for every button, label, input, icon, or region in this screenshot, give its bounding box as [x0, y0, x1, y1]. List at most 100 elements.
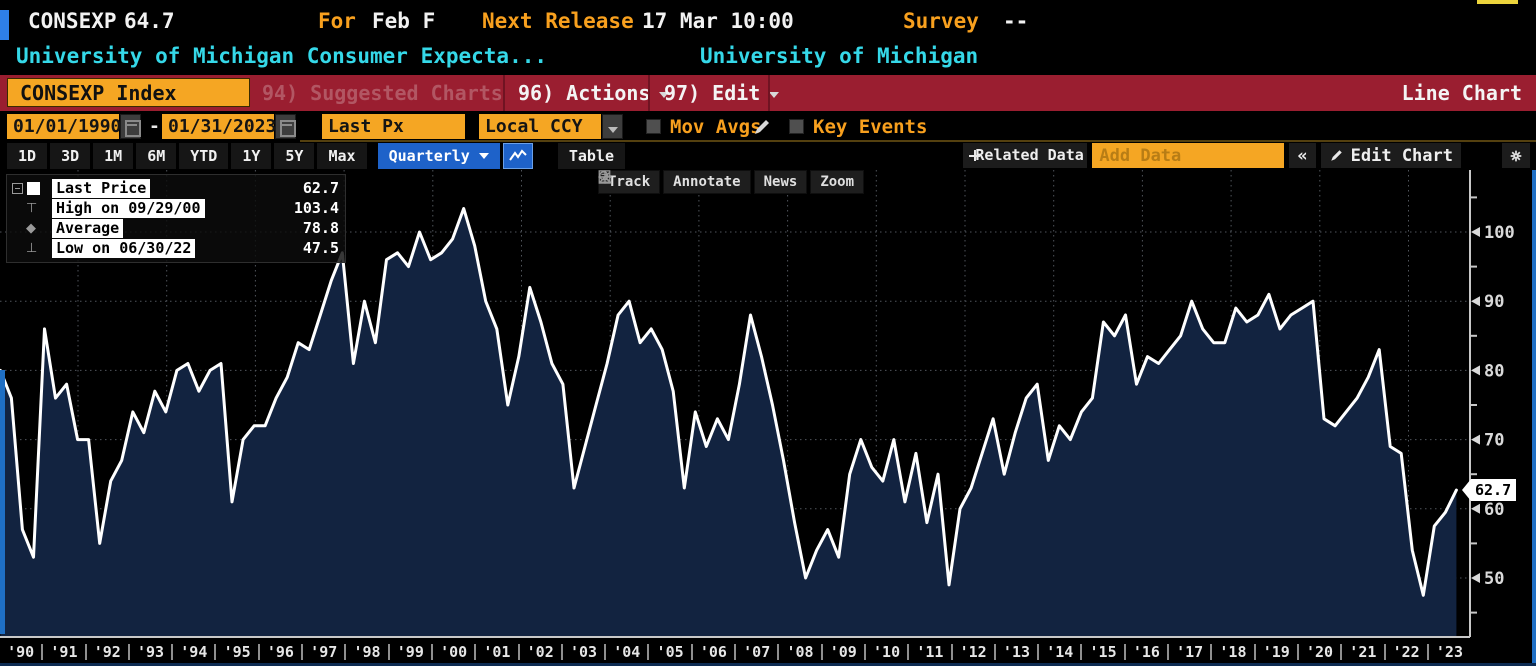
related-data-button[interactable]: Related Data [963, 143, 1088, 168]
legend-row-last-price[interactable]: Last Price 62.7 [12, 178, 339, 198]
y-axis-label: 60 [1484, 500, 1504, 520]
next-release-label: Next Release [482, 9, 634, 33]
x-axis-label: '02 [526, 642, 554, 661]
x-axis-tick [950, 643, 953, 660]
settings-bar: 01/01/1990 - 01/31/2023 Last Px Local CC… [0, 112, 1536, 142]
x-axis-label: '00 [440, 642, 468, 661]
collapse-box-icon[interactable] [12, 182, 23, 194]
divider [300, 140, 1536, 142]
x-axis-label: '11 [916, 642, 944, 661]
series-color-swatch [27, 181, 40, 195]
price-field-selector[interactable]: Last Px [322, 114, 465, 139]
menu-bar: CONSEXP Index 94) Suggested Charts 96) A… [0, 75, 1536, 111]
news-button[interactable]: News [598, 170, 808, 194]
x-axis-tick [214, 643, 217, 660]
collapse-panel-button[interactable]: « [1289, 143, 1316, 168]
ticker-symbol: CONSEXP [28, 9, 117, 33]
menu-divider [768, 75, 770, 111]
x-axis-tick [604, 643, 607, 660]
x-axis-label: '15 [1089, 642, 1117, 661]
x-axis-label: '23 [1435, 642, 1463, 661]
y-axis-tick-arrow [1471, 227, 1480, 237]
x-axis-label: '91 [50, 642, 78, 661]
y-axis-label: 90 [1484, 292, 1504, 312]
x-axis-label: '99 [396, 642, 424, 661]
y-axis-tick-arrow [1471, 296, 1480, 307]
date-to-field[interactable]: 01/31/2023 [162, 114, 276, 139]
key-events-label: Key Events [813, 116, 928, 138]
x-axis-tick [1340, 643, 1343, 660]
for-label: For [318, 9, 356, 33]
range-tab-3d[interactable]: 3D [50, 143, 91, 169]
x-axis-label: '18 [1219, 642, 1247, 661]
high-marker-icon: ⊤ [26, 200, 38, 216]
panel-corner-marker [1477, 0, 1518, 4]
survey-value: -- [1003, 9, 1029, 33]
date-range-separator: - [149, 116, 160, 137]
suggested-charts-menu[interactable]: 94) Suggested Charts [262, 81, 503, 105]
x-axis-label: '10 [873, 642, 901, 661]
line-chart-type-button[interactable] [502, 143, 533, 169]
x-axis-label: '93 [136, 642, 165, 661]
legend-row-average[interactable]: ◆ Average 78.8 [12, 218, 339, 238]
annotate-button[interactable]: Annotate [599, 170, 751, 194]
magnifier-icon [599, 171, 612, 184]
range-tab-max[interactable]: Max [317, 143, 367, 169]
panel-edge-right[interactable] [1532, 170, 1536, 663]
legend-row-high[interactable]: ⊤ High on 09/29/00 103.4 [12, 198, 339, 218]
calendar-icon[interactable] [120, 114, 141, 139]
range-tab-6m[interactable]: 6M [136, 143, 177, 169]
security-selector-button[interactable]: CONSEXP Index [7, 78, 250, 107]
x-axis-label: '17 [1176, 642, 1204, 661]
date-from-field[interactable]: 01/01/1990 [7, 114, 121, 139]
range-tab-ytd[interactable]: YTD [179, 143, 229, 169]
y-axis-label: 80 [1484, 361, 1504, 381]
key-events-checkbox[interactable] [789, 119, 804, 134]
mov-avgs-checkbox[interactable] [646, 119, 661, 134]
actions-menu[interactable]: 96) Actions [518, 75, 670, 111]
x-axis-tick [1123, 643, 1126, 660]
x-axis-tick [777, 643, 780, 660]
legend-label: Average [52, 218, 124, 238]
survey-label: Survey [903, 9, 979, 33]
currency-dropdown-button[interactable] [602, 114, 623, 139]
x-axis-label: '04 [613, 642, 641, 661]
add-data-input[interactable] [1092, 143, 1285, 168]
x-axis-label: '13 [1002, 642, 1031, 661]
panel-edge-left [0, 370, 5, 634]
x-axis-label: '96 [266, 642, 294, 661]
x-axis-tick [863, 643, 866, 660]
range-tab-1d[interactable]: 1D [7, 143, 48, 169]
average-marker-icon: ◆ [26, 220, 36, 236]
x-axis-tick [517, 643, 520, 660]
x-axis-label: '01 [483, 642, 511, 661]
zoom-button[interactable]: Zoom [599, 170, 865, 194]
x-axis-tick [171, 643, 174, 660]
range-tab-1m[interactable]: 1M [93, 143, 134, 169]
chevron-down-icon [607, 127, 618, 133]
legend-row-low[interactable]: ⊥ Low on 06/30/22 47.5 [12, 238, 339, 258]
chart-settings-button[interactable] [1502, 143, 1530, 168]
currency-selector[interactable]: Local CCY [479, 114, 601, 139]
edit-chart-button[interactable]: Edit Chart [1320, 143, 1461, 168]
legend-tree-toggle[interactable] [12, 181, 52, 195]
consexp-line-chart[interactable]: 50 60 70 80 90 100 [0, 170, 1536, 666]
edit-menu[interactable]: 97) Edit [664, 75, 780, 111]
range-tab-1y[interactable]: 1Y [231, 143, 272, 169]
x-axis-label: '05 [656, 642, 684, 661]
x-axis-label: '03 [569, 642, 598, 661]
period-dropdown[interactable]: Quarterly [377, 143, 500, 169]
legend-label: Last Price [52, 178, 151, 198]
x-axis-tick [560, 643, 563, 660]
calendar-icon[interactable] [275, 114, 296, 139]
x-axis-tick [41, 643, 44, 660]
table-view-button[interactable]: Table [557, 143, 625, 169]
x-axis-tick [127, 643, 130, 660]
x-axis-label: '21 [1349, 642, 1377, 661]
security-source: University of Michigan [700, 44, 979, 68]
range-tab-5y[interactable]: 5Y [274, 143, 315, 169]
x-axis-label: '16 [1132, 642, 1160, 661]
pencil-icon[interactable] [752, 117, 772, 137]
menu-divider [503, 75, 505, 111]
x-axis-tick [993, 643, 996, 660]
